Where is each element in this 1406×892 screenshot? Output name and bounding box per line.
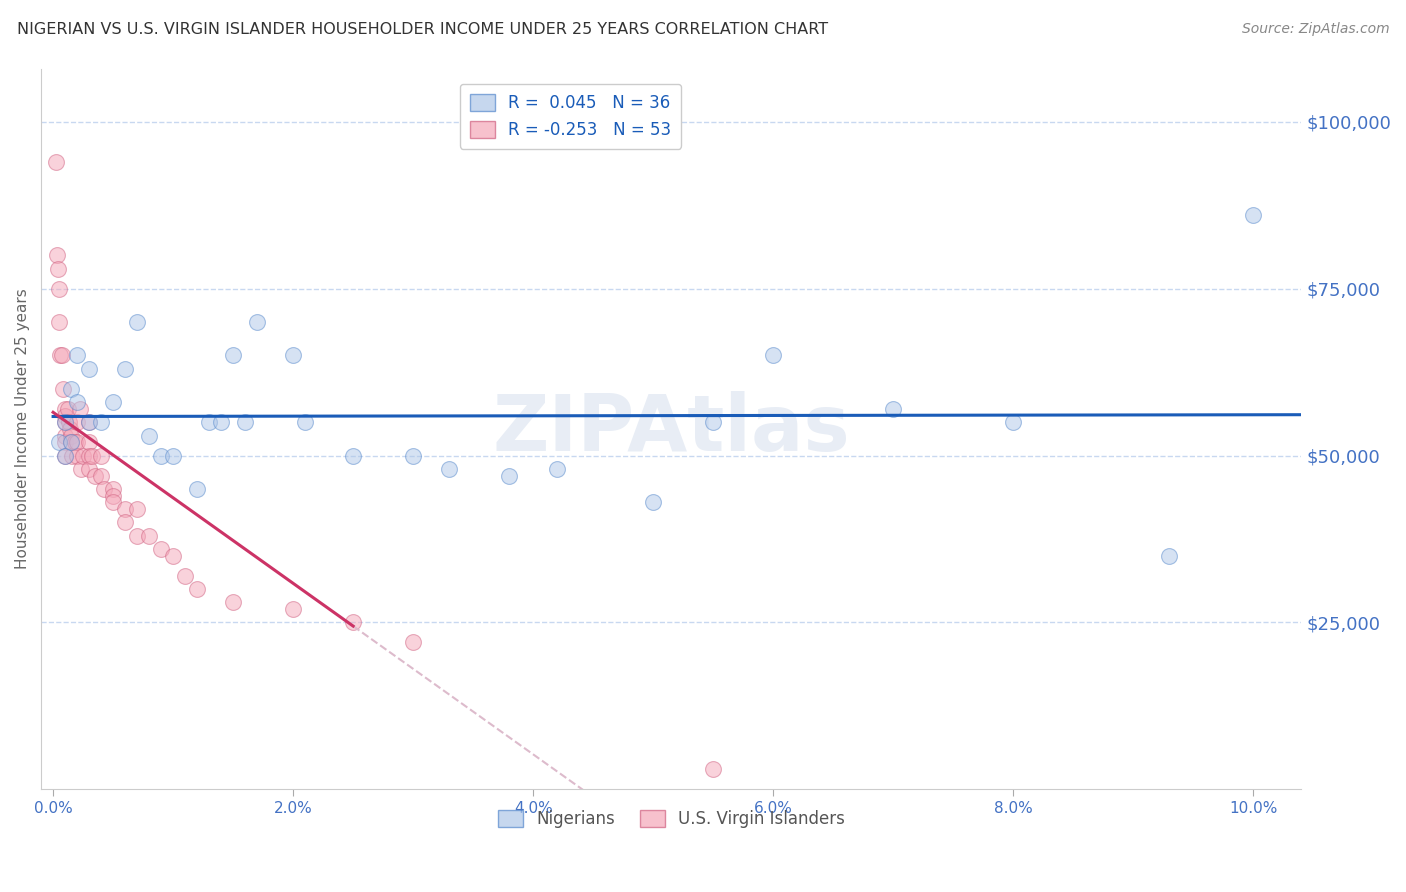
Point bbox=[209, 415, 232, 429]
Point bbox=[498, 468, 520, 483]
Point bbox=[77, 361, 100, 376]
Point bbox=[90, 449, 112, 463]
Point bbox=[342, 615, 364, 630]
Point bbox=[246, 315, 269, 329]
Point bbox=[186, 582, 208, 596]
Point bbox=[101, 482, 124, 496]
Point bbox=[437, 462, 460, 476]
Point bbox=[222, 595, 245, 609]
Point bbox=[1241, 208, 1264, 222]
Point bbox=[90, 468, 112, 483]
Point bbox=[150, 449, 173, 463]
Point bbox=[294, 415, 316, 429]
Point bbox=[77, 462, 100, 476]
Point bbox=[114, 502, 136, 516]
Point bbox=[643, 495, 665, 509]
Point bbox=[127, 528, 149, 542]
Point bbox=[233, 415, 256, 429]
Point bbox=[53, 401, 76, 416]
Point bbox=[66, 415, 89, 429]
Point bbox=[63, 435, 86, 450]
Text: Source: ZipAtlas.com: Source: ZipAtlas.com bbox=[1241, 22, 1389, 37]
Point bbox=[60, 382, 83, 396]
Point bbox=[77, 415, 100, 429]
Point bbox=[281, 602, 304, 616]
Point bbox=[342, 449, 364, 463]
Point bbox=[53, 449, 76, 463]
Point bbox=[281, 349, 304, 363]
Point bbox=[101, 395, 124, 409]
Point bbox=[53, 449, 76, 463]
Point bbox=[127, 502, 149, 516]
Point bbox=[90, 415, 112, 429]
Point bbox=[72, 449, 94, 463]
Point bbox=[48, 315, 70, 329]
Point bbox=[66, 395, 89, 409]
Point bbox=[53, 428, 76, 442]
Point bbox=[162, 549, 184, 563]
Point bbox=[162, 449, 184, 463]
Point bbox=[402, 635, 425, 649]
Point bbox=[93, 482, 115, 496]
Point bbox=[198, 415, 221, 429]
Point bbox=[114, 361, 136, 376]
Point bbox=[402, 449, 425, 463]
Legend: Nigerians, U.S. Virgin Islanders: Nigerians, U.S. Virgin Islanders bbox=[491, 804, 852, 835]
Point bbox=[52, 382, 75, 396]
Point bbox=[69, 401, 91, 416]
Point bbox=[60, 449, 83, 463]
Point bbox=[101, 489, 124, 503]
Point bbox=[84, 468, 107, 483]
Point bbox=[48, 435, 70, 450]
Text: NIGERIAN VS U.S. VIRGIN ISLANDER HOUSEHOLDER INCOME UNDER 25 YEARS CORRELATION C: NIGERIAN VS U.S. VIRGIN ISLANDER HOUSEHO… bbox=[17, 22, 828, 37]
Point bbox=[1159, 549, 1181, 563]
Point bbox=[77, 435, 100, 450]
Point bbox=[53, 409, 76, 423]
Point bbox=[127, 315, 149, 329]
Point bbox=[1002, 415, 1025, 429]
Point bbox=[45, 248, 67, 262]
Point bbox=[49, 349, 72, 363]
Point bbox=[69, 462, 91, 476]
Point bbox=[56, 401, 79, 416]
Point bbox=[66, 349, 89, 363]
Point bbox=[702, 415, 724, 429]
Point bbox=[150, 541, 173, 556]
Point bbox=[44, 155, 66, 169]
Point bbox=[138, 428, 160, 442]
Point bbox=[702, 762, 724, 776]
Point bbox=[60, 428, 83, 442]
Point bbox=[59, 422, 82, 436]
Point bbox=[53, 415, 76, 429]
Point bbox=[53, 435, 76, 450]
Point bbox=[186, 482, 208, 496]
Point bbox=[60, 435, 83, 450]
Point bbox=[80, 449, 103, 463]
Point bbox=[762, 349, 785, 363]
Point bbox=[53, 415, 76, 429]
Point bbox=[58, 415, 80, 429]
Point bbox=[48, 282, 70, 296]
Point bbox=[51, 349, 73, 363]
Point bbox=[114, 516, 136, 530]
Text: ZIPAtlas: ZIPAtlas bbox=[492, 391, 851, 467]
Point bbox=[60, 435, 83, 450]
Point bbox=[77, 415, 100, 429]
Point bbox=[174, 568, 197, 582]
Point bbox=[101, 495, 124, 509]
Point bbox=[222, 349, 245, 363]
Point bbox=[66, 449, 89, 463]
Point bbox=[546, 462, 568, 476]
Point bbox=[46, 261, 69, 276]
Point bbox=[138, 528, 160, 542]
Point bbox=[882, 401, 904, 416]
Point bbox=[66, 435, 89, 450]
Y-axis label: Householder Income Under 25 years: Householder Income Under 25 years bbox=[15, 288, 30, 569]
Point bbox=[77, 449, 100, 463]
